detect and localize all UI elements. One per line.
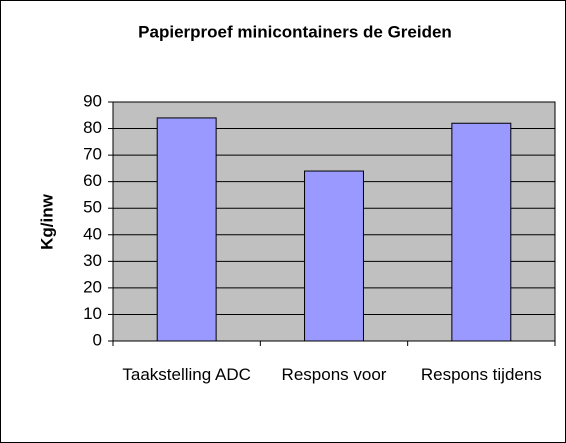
y-tick-label: 90: [83, 91, 102, 110]
x-tick-label: Respons tijdens: [420, 365, 542, 384]
bar: [451, 122, 512, 342]
y-tick-label: 0: [93, 330, 102, 349]
y-tick-label: 40: [83, 224, 102, 243]
y-tick-label: 30: [83, 251, 102, 270]
y-tick-label: 50: [83, 198, 102, 217]
x-tick-label: Respons voor: [281, 365, 387, 384]
x-tick-label: Taakstelling ADC: [122, 365, 251, 384]
y-tick-label: 60: [83, 171, 102, 190]
y-tick-label: 10: [83, 304, 102, 323]
chart-title: Papierproef minicontainers de Greiden: [138, 22, 452, 41]
bar: [304, 170, 364, 342]
y-tick-label: 80: [83, 118, 102, 137]
y-axis-label: Kg/inw: [37, 193, 56, 249]
bar: [156, 117, 217, 342]
y-tick-label: 20: [83, 277, 102, 296]
y-tick-label: 70: [83, 145, 102, 164]
